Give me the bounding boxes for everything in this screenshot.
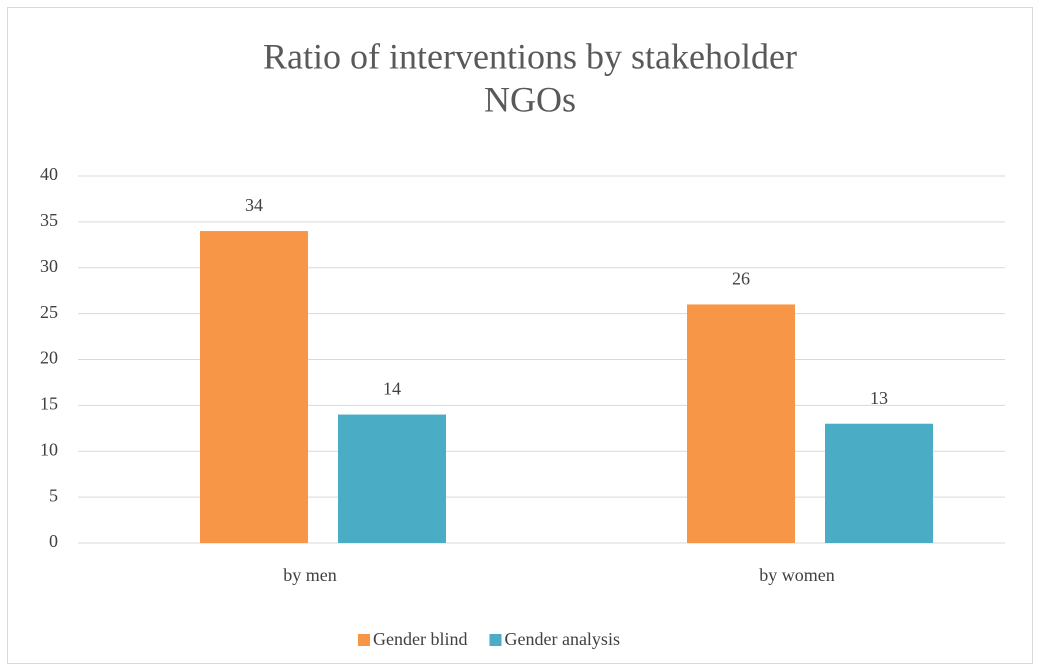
bar xyxy=(200,231,308,544)
bar xyxy=(687,304,795,543)
data-label: 13 xyxy=(870,388,888,408)
legend-label: Gender blind xyxy=(373,629,467,649)
y-tick-label: 20 xyxy=(40,348,58,368)
chart-title: NGOs xyxy=(484,79,576,119)
data-label: 26 xyxy=(732,269,750,289)
y-tick-label: 30 xyxy=(40,256,58,276)
bar xyxy=(825,423,933,543)
bar xyxy=(338,414,446,543)
y-tick-label: 40 xyxy=(40,164,58,184)
legend-swatch xyxy=(358,634,370,646)
x-tick-label: by men xyxy=(283,565,337,585)
legend-label: Gender analysis xyxy=(504,629,619,649)
y-tick-label: 15 xyxy=(40,394,58,414)
legend-swatch xyxy=(489,634,502,646)
chart-title: Ratio of interventions by stakeholder xyxy=(263,36,797,76)
x-tick-label: by women xyxy=(759,565,835,585)
data-label: 34 xyxy=(245,195,263,215)
y-tick-label: 0 xyxy=(49,531,58,551)
y-tick-label: 5 xyxy=(49,485,58,505)
y-tick-label: 10 xyxy=(40,439,58,459)
y-tick-label: 25 xyxy=(40,302,58,322)
chart-border xyxy=(7,7,1033,664)
y-tick-label: 35 xyxy=(40,210,58,230)
data-label: 14 xyxy=(383,379,401,399)
